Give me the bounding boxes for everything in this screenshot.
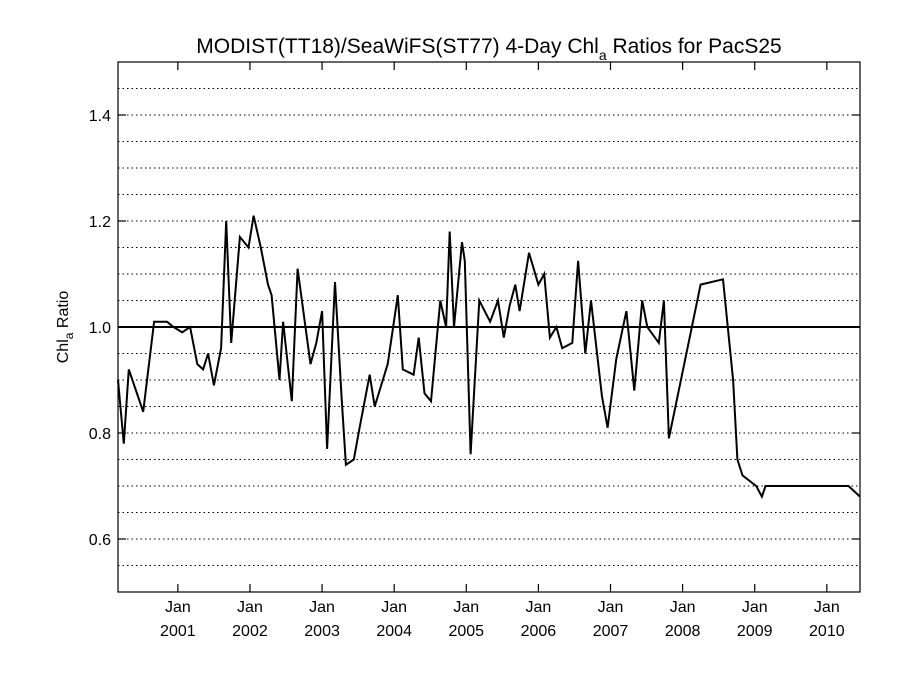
y-axis-label: Chla Ratio [55, 291, 76, 364]
y-axis: 0.6 0.8 1.0 1.2 1.4 [89, 108, 860, 549]
y-tick-label-0: 0.6 [89, 532, 111, 549]
x-tick-year-6: 2007 [593, 623, 629, 640]
y-tick-label-1: 0.8 [89, 426, 111, 443]
x-tick-month-6: Jan [598, 599, 624, 616]
chart-title-main: MODIST(TT18)/SeaWiFS(ST77) 4-Day Chl [196, 35, 599, 58]
y-tick-label-4: 1.4 [89, 108, 111, 125]
x-tick-year-7: 2008 [665, 623, 701, 640]
x-tick-month-9: Jan [814, 599, 840, 616]
y-tick-label-3: 1.2 [89, 214, 111, 231]
x-tick-year-4: 2005 [448, 623, 484, 640]
x-tick-month-1: Jan [237, 599, 263, 616]
x-tick-month-7: Jan [670, 599, 696, 616]
x-tick-month-3: Jan [381, 599, 407, 616]
x-tick-year-8: 2009 [737, 623, 773, 640]
x-tick-year-9: 2010 [809, 623, 845, 640]
series-line-0 [117, 215, 861, 500]
x-tick-year-1: 2002 [232, 623, 268, 640]
chart-title: MODIST(TT18)/SeaWiFS(ST77) 4-Day Chla Ra… [196, 35, 781, 63]
x-tick-month-4: Jan [453, 599, 479, 616]
x-tick-month-0: Jan [165, 599, 191, 616]
y-axis-label-main: Chl [55, 339, 72, 363]
x-tick-month-2: Jan [309, 599, 335, 616]
y-tick-label-2: 1.0 [89, 320, 111, 337]
y-axis-label-subscript: a [62, 332, 76, 339]
x-tick-month-5: Jan [525, 599, 551, 616]
chart-title-subscript: a [599, 47, 607, 63]
x-tick-month-8: Jan [742, 599, 768, 616]
series-group [117, 215, 861, 500]
x-tick-year-2: 2003 [304, 623, 340, 640]
y-axis-label-tail: Ratio [55, 291, 72, 333]
x-tick-year-3: 2004 [376, 623, 412, 640]
chart-title-tail: Ratios for PacS25 [607, 35, 782, 58]
x-tick-year-0: 2001 [160, 623, 196, 640]
plot-frame [117, 61, 861, 593]
x-axis: Jan 2001 Jan 2002 Jan 2003 Jan 2004 Jan 2005 Jan 20… [160, 62, 845, 640]
x-tick-year-5: 2006 [521, 623, 557, 640]
